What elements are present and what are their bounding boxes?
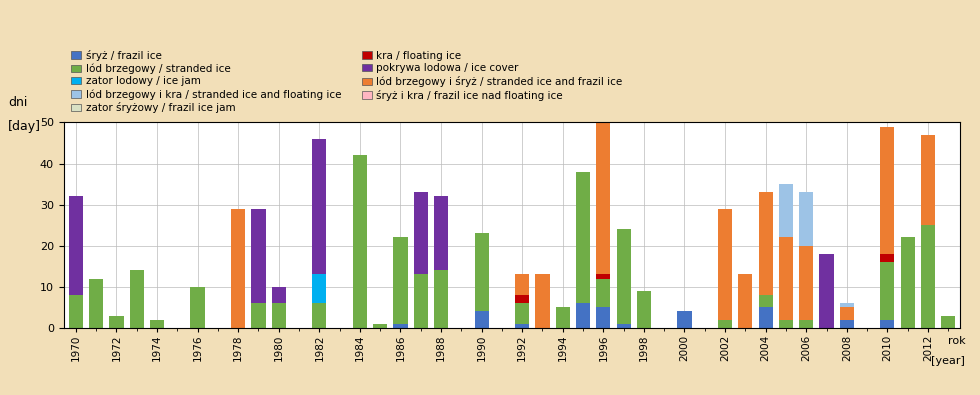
Text: [day]: [day] (8, 120, 41, 133)
Bar (880, 254, 895, 262)
Bar (596, 122, 611, 275)
Bar (393, 237, 408, 324)
Text: dni: dni (8, 96, 27, 109)
Bar (799, 192, 813, 246)
Bar (596, 278, 611, 307)
Bar (190, 287, 205, 328)
Bar (110, 316, 123, 328)
Bar (515, 324, 529, 328)
Bar (576, 172, 590, 303)
Bar (251, 209, 266, 303)
Bar (779, 237, 793, 320)
Bar (880, 320, 895, 328)
Text: rok: rok (948, 336, 965, 346)
Bar (880, 126, 895, 254)
Bar (353, 155, 367, 328)
Bar (313, 275, 326, 303)
Bar (129, 270, 144, 328)
Bar (556, 307, 569, 328)
Bar (596, 307, 611, 328)
Bar (941, 316, 956, 328)
Bar (677, 311, 692, 328)
Bar (718, 209, 732, 320)
Bar (69, 295, 83, 328)
Bar (799, 320, 813, 328)
Bar (921, 135, 935, 225)
Bar (718, 320, 732, 328)
Bar (150, 320, 164, 328)
Bar (251, 303, 266, 328)
Bar (515, 275, 529, 295)
Legend: śryż / frazil ice, lód brzegowy / stranded ice, zator lodowy / ice jam, lód brze: śryż / frazil ice, lód brzegowy / strand… (69, 48, 625, 115)
Bar (779, 184, 793, 237)
Bar (393, 324, 408, 328)
Bar (840, 307, 854, 320)
Bar (759, 192, 773, 295)
Bar (515, 303, 529, 324)
Bar (880, 262, 895, 320)
Bar (535, 275, 550, 328)
Bar (616, 229, 631, 324)
Bar (779, 320, 793, 328)
Bar (271, 287, 286, 303)
Bar (637, 291, 651, 328)
Bar (596, 275, 611, 278)
Bar (373, 324, 387, 328)
Bar (434, 270, 448, 328)
Bar (271, 303, 286, 328)
Bar (89, 278, 103, 328)
Bar (616, 324, 631, 328)
Bar (474, 311, 489, 328)
Bar (69, 196, 83, 295)
Bar (414, 192, 428, 275)
Bar (901, 237, 914, 328)
Bar (474, 233, 489, 311)
Bar (434, 196, 448, 270)
Bar (840, 303, 854, 307)
Bar (738, 275, 753, 328)
Bar (414, 275, 428, 328)
Bar (759, 295, 773, 307)
Bar (313, 303, 326, 328)
Text: [year]: [year] (931, 356, 965, 365)
Bar (840, 320, 854, 328)
Bar (576, 303, 590, 328)
Bar (231, 209, 245, 328)
Bar (313, 139, 326, 275)
Bar (515, 295, 529, 303)
Bar (799, 246, 813, 320)
Bar (819, 254, 834, 328)
Bar (759, 307, 773, 328)
Bar (921, 225, 935, 328)
